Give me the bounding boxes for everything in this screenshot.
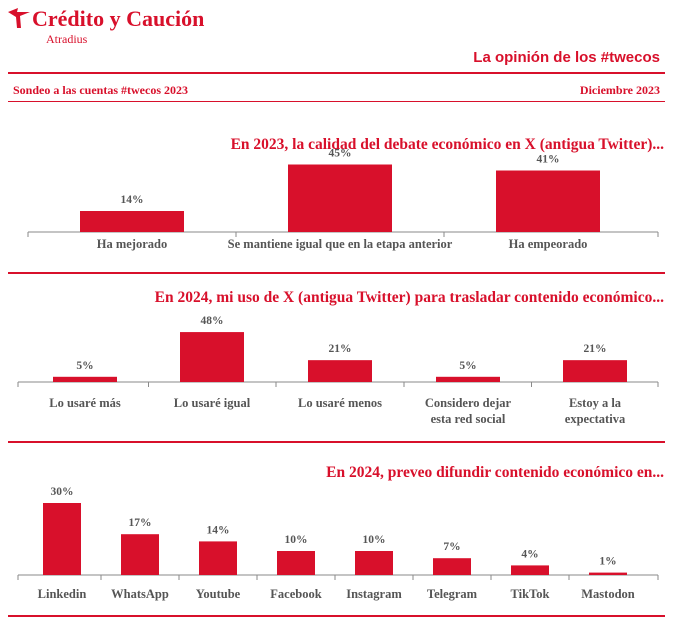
date-label: Diciembre 2023 (579, 83, 660, 97)
chart-1-bar (288, 164, 392, 232)
chart-3-bar (511, 565, 549, 575)
chart-2-category-label: Lo usaré menos (298, 396, 382, 410)
chart-3-bar (589, 572, 627, 575)
chart-3-bar (277, 551, 315, 575)
chart-1-category-label: Se mantiene igual que en la etapa anteri… (228, 237, 453, 251)
chart-3-bar (121, 534, 159, 575)
chart-3-bar (199, 541, 237, 575)
brand-subtitle: Atradius (46, 32, 88, 46)
chart-2-value-label: 5% (459, 360, 476, 372)
chart-2-bar (180, 332, 244, 382)
chart-3-platforms: 30% Linkedin 17% WhatsApp 14% Youtube 10% Faceb… (17, 486, 659, 601)
chart-2-value-label: 21% (329, 343, 352, 355)
chart-2-bar (308, 360, 372, 382)
chart-1-category-label: Ha empeorado (509, 237, 588, 251)
chart-2-category-label: Estoy a la expectativa (565, 396, 626, 426)
chart-2-bar (563, 360, 627, 382)
chart-2-category-label: Considero dejar esta red social (425, 396, 512, 426)
chart-1-value-label: 41% (537, 154, 560, 166)
chart-2-title: En 2024, mi uso de X (antigua Twitter) p… (154, 289, 664, 306)
chart-3-category-label: Mastodon (581, 587, 635, 601)
chart-2-value-label: 21% (584, 343, 607, 355)
chart-3-category-label: Telegram (427, 587, 478, 601)
section-divider-3 (8, 615, 665, 617)
section-divider-2 (8, 441, 665, 443)
chart-3-value-label: 14% (207, 524, 230, 536)
chart-2-bar (53, 376, 117, 382)
chart-1-value-label: 14% (121, 194, 144, 206)
chart-3-category-label: TikTok (511, 587, 550, 601)
chart-3-bar (433, 558, 471, 575)
chart-3-category-label: Facebook (270, 587, 321, 601)
brand-mark-icon (8, 8, 30, 28)
chart-2-bar (436, 376, 500, 382)
chart-3-value-label: 4% (521, 548, 538, 560)
chart-3-category-label: Linkedin (38, 587, 87, 601)
chart-1-category-label: Ha mejorado (97, 237, 167, 251)
chart-2-category-label: Lo usaré igual (174, 396, 251, 410)
chart-3-value-label: 10% (285, 534, 308, 546)
section-divider-1 (8, 272, 665, 274)
chart-3-category-label: Instagram (346, 587, 402, 601)
header-divider (8, 72, 665, 74)
chart-1-bar (80, 211, 184, 232)
chart-1-value-label: 45% (329, 148, 352, 160)
chart-2-value-label: 5% (76, 360, 93, 372)
chart-3-value-label: 17% (129, 517, 152, 529)
chart-3-bar (355, 551, 393, 575)
chart-2-category-label: Lo usaré más (49, 396, 121, 410)
chart-1-quality-debate: 14% Ha mejorado 45% Se mantiene igual que e… (27, 148, 659, 251)
chart-1-bar (496, 170, 600, 232)
chart-3-category-label: Youtube (196, 587, 241, 601)
chart-3-value-label: 10% (363, 534, 386, 546)
chart-3-title: En 2024, preveo difundir contenido econó… (326, 464, 664, 481)
chart-3-value-label: 7% (443, 541, 460, 553)
chart-3-bar (43, 503, 81, 575)
chart-3-value-label: 1% (599, 556, 616, 568)
chart-1-title: En 2023, la calidad del debate económico… (230, 136, 664, 153)
survey-label: Sondeo a las cuentas #twecos 2023 (13, 83, 189, 97)
subheader-divider (8, 101, 665, 102)
chart-2-x-usage: 5% Lo usaré más 48% Lo usaré igual 21% Lo usa… (17, 315, 659, 426)
chart-3-value-label: 30% (51, 486, 74, 498)
chart-2-value-label: 48% (201, 315, 224, 327)
section-title: La opinión de los #twecos (473, 49, 660, 66)
brand-name: Crédito y Caución (32, 6, 205, 31)
chart-3-category-label: WhatsApp (111, 587, 169, 601)
